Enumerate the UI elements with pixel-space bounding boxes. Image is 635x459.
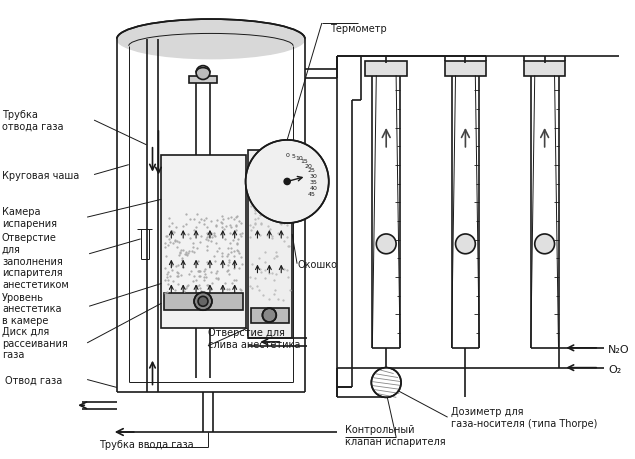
Text: Окошко: Окошко [297, 259, 337, 269]
Text: 45: 45 [307, 191, 315, 196]
Text: Контрольный
клапан испарителя: Контрольный клапан испарителя [345, 424, 445, 446]
Text: O₂: O₂ [608, 364, 621, 374]
Circle shape [198, 297, 208, 307]
Text: 35: 35 [310, 179, 318, 185]
Bar [524, 62, 565, 76]
Text: 15: 15 [300, 159, 308, 164]
Text: Отвод газа: Отвод газа [5, 375, 62, 385]
Circle shape [371, 368, 401, 397]
Bar [164, 294, 243, 311]
Text: Камера
испарения: Камера испарения [2, 207, 57, 229]
Text: Дозиметр для
газа-носителя (типа Thorpe): Дозиметр для газа-носителя (типа Thorpe) [451, 407, 597, 428]
Circle shape [196, 67, 210, 80]
Bar [161, 156, 246, 328]
Text: 5: 5 [291, 154, 295, 158]
Circle shape [455, 235, 476, 254]
Bar [248, 151, 292, 338]
Bar [444, 62, 486, 76]
Bar [189, 76, 217, 84]
Text: Отверстие
для
заполнения
испарителя
анестетиком: Отверстие для заполнения испарителя анес… [2, 233, 69, 289]
Text: Трубка
отвода газа: Трубка отвода газа [2, 110, 64, 132]
Text: Трубка ввода газа: Трубка ввода газа [99, 439, 194, 449]
Text: 40: 40 [309, 185, 317, 190]
Circle shape [284, 179, 290, 185]
Circle shape [246, 140, 329, 224]
Circle shape [535, 235, 554, 254]
Text: 10: 10 [295, 156, 303, 161]
Text: Круговая чаша: Круговая чаша [2, 170, 79, 180]
Bar [251, 308, 289, 324]
Text: 0: 0 [285, 153, 289, 158]
Text: Отверстие для
слива анестетика: Отверстие для слива анестетика [208, 327, 300, 349]
Text: 30: 30 [309, 174, 317, 179]
Circle shape [194, 293, 212, 311]
Circle shape [377, 235, 396, 254]
Text: Диск для
рассеивания
газа: Диск для рассеивания газа [2, 326, 68, 360]
Text: 20: 20 [304, 163, 312, 168]
Text: Уровень
анестетика
в камере: Уровень анестетика в камере [2, 292, 62, 325]
Circle shape [262, 308, 276, 322]
Text: 25: 25 [307, 168, 315, 173]
Bar [365, 62, 407, 76]
Ellipse shape [117, 20, 305, 60]
Text: N₂O: N₂O [608, 344, 630, 354]
Text: Термометр: Термометр [330, 24, 387, 34]
